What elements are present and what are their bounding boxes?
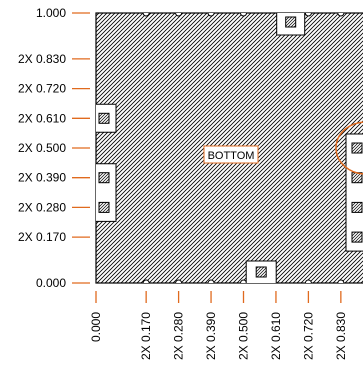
x-tick-label: 2X 0.610 — [269, 312, 283, 360]
edge-notch — [175, 12, 183, 17]
x-tick-label: 2X 0.280 — [172, 312, 186, 360]
y-tick-label: 2X 0.280 — [18, 200, 66, 214]
edge-notch — [304, 279, 312, 284]
y-tick-label: 1.000 — [36, 6, 66, 20]
x-tick-label: 2X 0.720 — [301, 312, 315, 360]
x-axis-ticks — [95, 291, 342, 303]
x-tick-label: 2X 0.500 — [237, 312, 251, 360]
bottom-pad — [255, 266, 267, 278]
pin1-highlight — [335, 121, 363, 175]
right-pad — [351, 201, 363, 213]
y-tick-label: 2X 0.610 — [18, 111, 66, 125]
x-tick-label: 2X 0.170 — [139, 312, 153, 360]
edge-notch — [240, 12, 247, 17]
top-pad — [285, 16, 297, 28]
y-tick-label: 2X 0.170 — [18, 230, 66, 244]
x-tick-label: 2X 0.830 — [334, 312, 348, 360]
edge-notch — [337, 12, 345, 17]
x-tick-label: 0.000 — [89, 312, 103, 342]
left-pad — [98, 172, 110, 184]
edge-notch — [304, 12, 312, 17]
y-axis-labels: 1.000 2X 0.830 2X 0.720 2X 0.610 2X 0.500 2X … — [18, 6, 66, 290]
y-tick-label: 2X 0.830 — [18, 52, 66, 66]
x-tick-label: 2X 0.390 — [204, 312, 218, 360]
edge-notch — [207, 279, 215, 284]
y-axis-ticks — [72, 12, 90, 284]
right-pad — [351, 142, 363, 154]
edge-notch — [142, 12, 150, 17]
x-axis-labels: 0.000 2X 0.170 2X 0.280 2X 0.390 2X 0.500 2X … — [89, 312, 348, 360]
edge-notch — [337, 279, 345, 284]
right-pad — [351, 231, 363, 243]
edge-notch — [175, 279, 183, 284]
bottom-label-box: BOTTOM — [203, 145, 259, 164]
edge-notch — [142, 279, 150, 284]
bottom-label: BOTTOM — [208, 150, 255, 162]
edge-notch — [207, 12, 215, 17]
y-tick-label: 2X 0.390 — [18, 171, 66, 185]
left-pad — [98, 112, 110, 124]
y-tick-label: 2X 0.500 — [18, 141, 66, 155]
y-tick-label: 0.000 — [36, 276, 66, 290]
right-pad-frame — [345, 133, 363, 252]
left-pad — [98, 201, 110, 213]
edge-notch — [240, 279, 247, 284]
y-tick-label: 2X 0.720 — [18, 82, 66, 96]
